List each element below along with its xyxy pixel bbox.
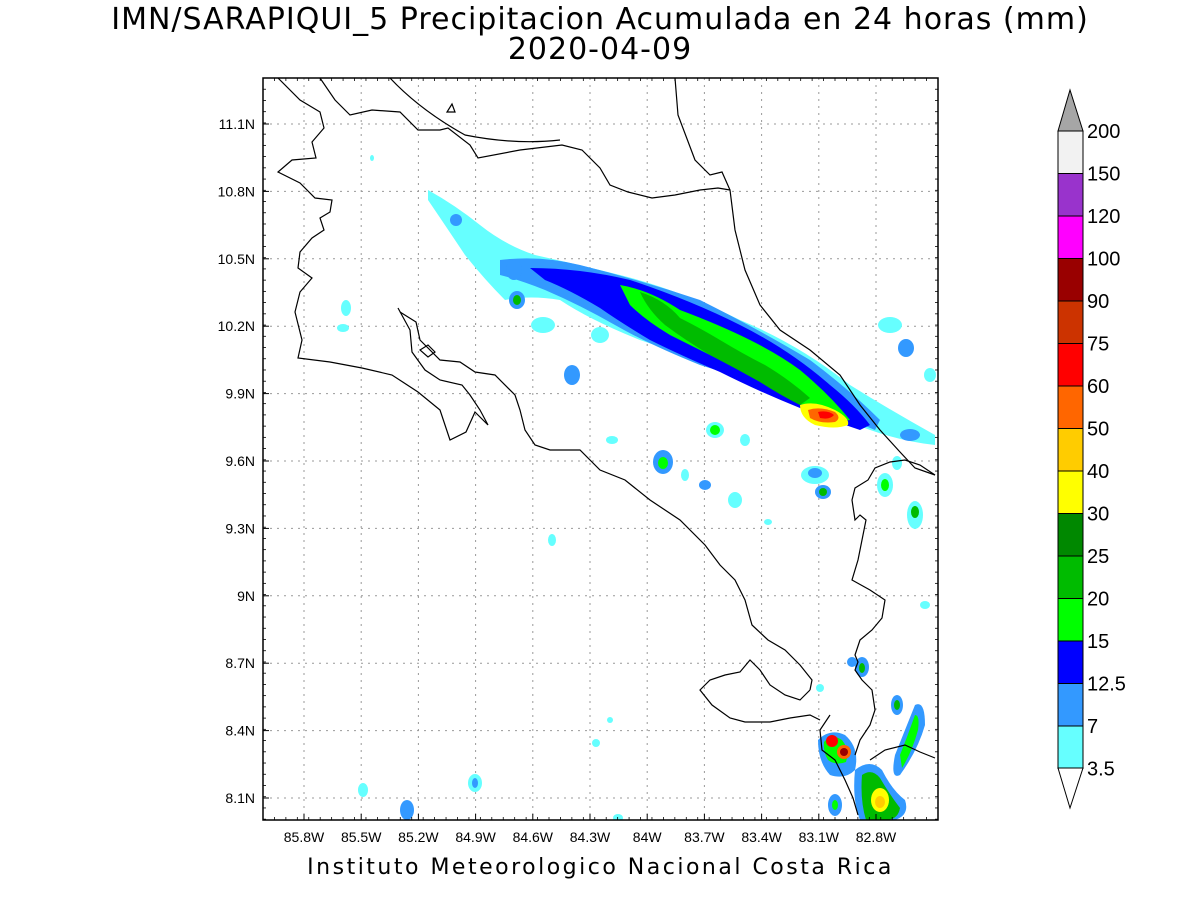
lon-tick-label: 84.6W	[513, 829, 554, 845]
colorbar-swatch	[1057, 555, 1084, 599]
colorbar-label: 100	[1087, 249, 1120, 271]
colorbar-label: 60	[1087, 376, 1109, 398]
colorbar-label: 150	[1087, 164, 1120, 186]
colorbar-label: 30	[1087, 504, 1109, 526]
lon-tick-label: 83.7W	[684, 829, 725, 845]
colorbar-boxes: 200 150 120 100 90 75 60 50 40 30 25 20 15 12.5 7 3.5	[1057, 121, 1126, 781]
colorbar-swatch	[1057, 640, 1084, 684]
colorbar-label: 120	[1087, 206, 1120, 228]
lat-tick-label: 9.9N	[225, 386, 255, 402]
map-frame	[262, 77, 939, 821]
colorbar-label: 75	[1087, 334, 1109, 356]
colorbar-swatch	[1057, 683, 1084, 727]
colorbar-label: 90	[1087, 291, 1109, 313]
lat-tick-label: 10.5N	[218, 251, 255, 267]
axis-ticks: 11.1N 10.8N 10.5N 10.2N 9.9N 9.6N 9.3N 9N 8.7N 8.…	[218, 77, 939, 845]
footer-credit: Instituto Meteorologico Nacional Costa R…	[307, 855, 894, 880]
lon-tick-label: 85.5W	[341, 829, 382, 845]
colorbar-swatch	[1057, 513, 1084, 557]
colorbar: 200 150 120 100 90 75 60 50 40 30 25 20 15 12.5 7 3.5	[1057, 88, 1126, 810]
lon-tick-label: 84.3W	[570, 829, 611, 845]
map-gridlines	[263, 78, 938, 820]
lon-tick-label: 84W	[633, 829, 663, 845]
lat-tick-label: 8.7N	[225, 655, 255, 671]
map-date: 2020-04-09	[507, 32, 693, 67]
lat-tick-label: 9.6N	[225, 453, 255, 469]
lon-tick-label: 82.8W	[856, 829, 897, 845]
lat-tick-label: 9.3N	[225, 520, 255, 536]
colorbar-bottom-triangle	[1057, 767, 1084, 810]
colorbar-label: 3.5	[1087, 759, 1115, 781]
precipitation-field	[337, 155, 936, 820]
colorbar-label: 40	[1087, 461, 1109, 483]
lat-tick-label: 11.1N	[219, 116, 255, 132]
lat-tick-label: 10.2N	[218, 318, 255, 334]
lon-tick-label: 83.1W	[799, 829, 840, 845]
lon-tick-label: 85.2W	[398, 829, 439, 845]
colorbar-label: 15	[1087, 631, 1109, 653]
colorbar-swatch	[1057, 470, 1084, 514]
lat-tick-label: 10.8N	[218, 183, 255, 199]
lon-tick-label: 84.9W	[455, 829, 496, 845]
lat-tick-label: 8.4N	[225, 723, 255, 739]
colorbar-swatch	[1057, 130, 1084, 174]
colorbar-label: 25	[1087, 546, 1109, 568]
lon-tick-label: 83.4W	[741, 829, 782, 845]
colorbar-swatch	[1057, 725, 1084, 769]
colorbar-swatch	[1057, 343, 1084, 387]
colorbar-label: 12.5	[1087, 674, 1126, 696]
colorbar-label: 20	[1087, 589, 1109, 611]
map-title: IMN/SARAPIQUI_5 Precipitacion Acumulada …	[111, 2, 1089, 37]
coastlines	[276, 78, 936, 816]
colorbar-swatch	[1057, 598, 1084, 642]
lat-tick-label: 8.1N	[225, 790, 255, 806]
colorbar-swatch	[1057, 258, 1084, 302]
colorbar-swatch	[1057, 173, 1084, 217]
colorbar-swatch	[1057, 385, 1084, 429]
colorbar-label: 7	[1087, 716, 1098, 738]
lat-tick-label: 9N	[237, 588, 255, 604]
colorbar-swatch	[1057, 428, 1084, 472]
colorbar-swatch	[1057, 215, 1084, 259]
colorbar-label: 50	[1087, 419, 1109, 441]
colorbar-swatch	[1057, 300, 1084, 344]
colorbar-label: 200	[1087, 121, 1120, 143]
lon-tick-label: 85.8W	[284, 829, 325, 845]
colorbar-top-triangle	[1057, 88, 1084, 132]
